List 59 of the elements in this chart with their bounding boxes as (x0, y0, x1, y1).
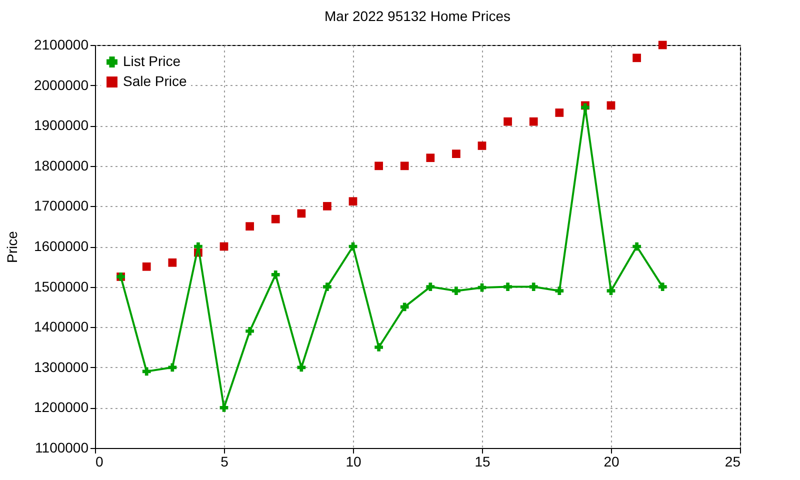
point (606, 286, 616, 296)
y-tick-label: 1500000 (34, 278, 89, 294)
y-tick-label: 1400000 (34, 318, 89, 335)
point (246, 222, 254, 231)
point (529, 117, 538, 126)
point (374, 162, 383, 170)
point (323, 202, 332, 210)
x-tick-label: 10 (346, 454, 362, 470)
y-tick-label: 1100000 (35, 440, 89, 456)
point (220, 242, 228, 251)
point (504, 117, 512, 126)
point (142, 367, 151, 376)
point (478, 142, 486, 150)
y-tick-label: 2100000 (34, 36, 89, 52)
y-tick-label: 1200000 (34, 399, 89, 416)
y-axis-title: Price (4, 230, 20, 263)
x-tick-label: 0 (96, 454, 104, 470)
point (658, 40, 667, 50)
point (271, 270, 280, 279)
y-tick-label: 1900000 (34, 117, 89, 134)
chart-title: Mar 2022 95132 Home Prices (324, 8, 510, 24)
point (452, 150, 460, 158)
point (297, 209, 306, 218)
point (632, 242, 641, 251)
point (658, 282, 667, 291)
point (400, 162, 409, 170)
x-tick-label: 20 (604, 454, 620, 470)
point (168, 363, 177, 372)
point (478, 283, 486, 292)
point (348, 197, 358, 206)
y-tick-label: 1700000 (34, 198, 89, 214)
legend-label: List Price (123, 53, 181, 69)
point (323, 282, 332, 291)
point (297, 363, 306, 372)
x-tick-label: 15 (474, 454, 490, 470)
point (452, 286, 460, 296)
point (194, 242, 202, 251)
point (426, 282, 435, 291)
point (632, 54, 641, 62)
x-tick-label: 5 (220, 454, 229, 470)
x-tick-label: 25 (724, 454, 741, 470)
y-tick-label: 1300000 (34, 358, 89, 375)
point (220, 404, 228, 412)
point (271, 214, 280, 224)
point (246, 326, 254, 336)
point (142, 262, 151, 271)
point (374, 343, 383, 352)
legend-label: Sale Price (123, 73, 188, 89)
point (555, 108, 564, 117)
y-tick-label: 2000000 (34, 76, 89, 93)
y-tick-label: 1600000 (34, 238, 89, 254)
y-tick-label: 1800000 (34, 157, 89, 174)
point (168, 258, 177, 267)
point (529, 282, 538, 291)
point (555, 286, 564, 296)
point (426, 154, 435, 162)
point (504, 282, 512, 291)
point (400, 302, 409, 312)
point (606, 101, 616, 110)
